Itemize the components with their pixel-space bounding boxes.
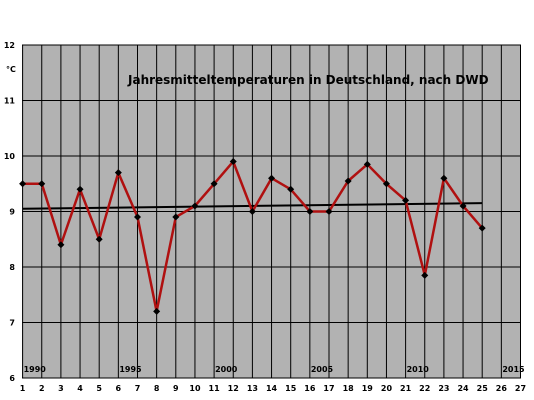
year-label: 2000 [215,365,238,374]
x-tick-label: 16 [304,384,316,393]
data-point [114,169,122,177]
x-tick-label: 15 [285,384,297,393]
year-label: 2005 [311,365,334,374]
x-tick-label: 26 [496,384,508,393]
data-point [402,196,410,204]
x-tick-label: 23 [438,384,449,393]
year-label: 1995 [119,365,142,374]
x-tick-label: 20 [381,384,393,393]
x-tick-label: 27 [515,384,526,393]
x-tick-label: 25 [477,384,489,393]
data-point [76,185,84,193]
x-tick-label: 5 [96,384,102,393]
data-point [363,160,371,168]
data-point [306,208,314,215]
x-tick-label: 6 [116,384,122,393]
data-point [57,241,65,249]
y-tick-label: 6 [9,374,15,383]
x-tick-label: 24 [457,384,469,393]
data-point [268,174,276,182]
data-point [459,202,467,210]
x-tick-labels: 1 2 3 4 5 6 7 8 9 10 11 12 13 14 15 16 17 18 19 20 21 22 23 24 2… [20,384,526,393]
data-point [172,213,180,221]
data-point [421,271,429,279]
x-tick-label: 19 [362,384,374,393]
x-tick-label: 17 [323,384,334,393]
x-tick-label: 4 [77,384,83,393]
x-tick-label: 11 [209,384,221,393]
data-point [382,180,390,188]
x-tick-label: 22 [419,384,430,393]
grid-lines [22,44,521,379]
x-tick-label: 21 [400,384,412,393]
x-tick-label: 9 [173,384,179,393]
data-point [95,235,103,243]
x-tick-label: 12 [228,384,239,393]
y-tick-label: 7 [9,319,15,328]
year-label: 2015 [502,365,525,374]
data-point [38,180,46,188]
x-tick-label: 8 [154,384,160,393]
y-tick-label: 8 [9,263,15,272]
data-point [134,213,141,221]
data-point [248,208,256,215]
x-tick-label: 18 [343,384,355,393]
data-point [153,307,161,315]
x-tick-label: 2 [39,384,45,393]
x-tick-label: 14 [266,384,278,393]
x-tick-label: 7 [135,384,141,393]
data-point [210,180,218,188]
data-point [229,158,237,166]
y-tick-label: 11 [4,97,16,106]
year-label: 1990 [24,365,47,374]
data-point [440,174,448,182]
y-tick-label: 9 [9,208,15,217]
year-labels: 1990 1995 2000 2005 2010 2015 [24,365,525,374]
y-tick-label: 12 [4,41,15,50]
x-tick-label: 10 [189,384,201,393]
y-tick-labels: 6 7 8 9 10 11 12 [4,41,16,383]
x-tick-label: 3 [58,384,64,393]
y-axis-unit: °C [6,65,16,74]
year-label: 2010 [407,365,430,374]
data-point [191,202,199,210]
x-tick-label: 13 [247,384,258,393]
data-point [19,180,27,188]
x-tick-label: 1 [20,384,26,393]
data-point [287,185,295,193]
data-point [325,208,333,215]
data-point [478,224,486,232]
data-point [344,177,352,185]
y-tick-label: 10 [4,152,16,161]
data-markers [19,158,486,315]
chart-title: Jahresmitteltemperaturen in Deutschland,… [127,73,489,87]
